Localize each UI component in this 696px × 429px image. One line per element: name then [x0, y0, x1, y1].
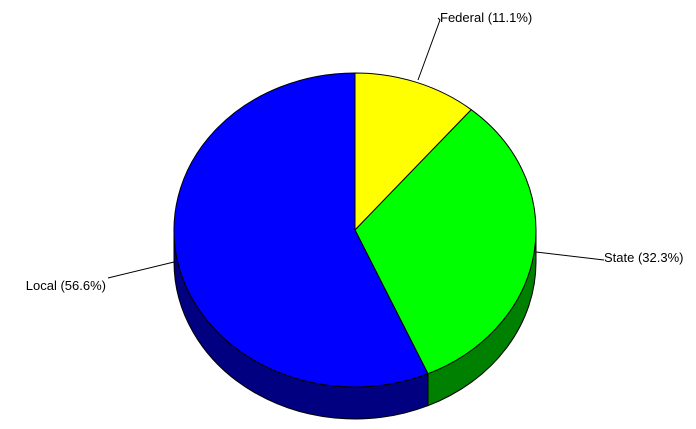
leader-line-federal: [417, 17, 441, 81]
pie-slice-federal: [354, 72, 473, 232]
slice-labels: Federal (11.1%) State (32.3%) Local (56.…: [26, 10, 684, 293]
leader-lines: [107, 17, 605, 279]
label-state: State (32.3%): [604, 250, 684, 265]
pie-slice-state: [354, 108, 537, 375]
leader-line-state: [535, 251, 605, 261]
label-federal: Federal (11.1%): [440, 10, 532, 25]
label-local: Local (56.6%): [26, 278, 106, 293]
leader-line-local: [107, 261, 175, 279]
pie-top-faces: [173, 72, 537, 388]
pie-slice-local: [173, 72, 429, 388]
